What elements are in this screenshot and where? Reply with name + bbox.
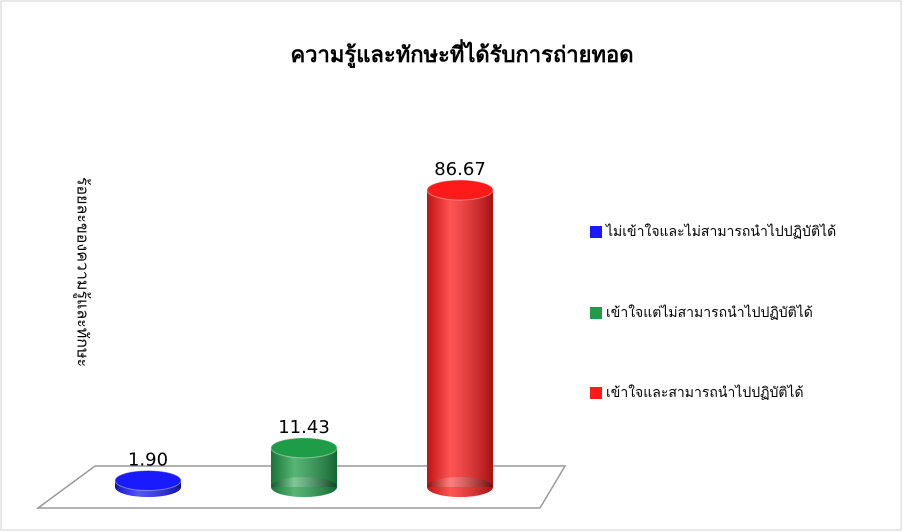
cylinder-top [426, 179, 494, 201]
bar-shade [427, 190, 493, 487]
y-axis-label: ร้อยละของความรู้และทักษะ [73, 177, 93, 367]
cylinder-top [270, 437, 338, 459]
cylinder-top [114, 469, 182, 491]
cylinder-bottom-shade [427, 477, 493, 497]
value-label: 1.90 [128, 449, 168, 470]
legend-label: เข้าใจแต่ไม่สามารถนำไปปฏิบัติได้ [606, 304, 813, 321]
legend-label: ไม่เข้าใจและไม่สามารถนำไปปฏิบัติได้ [605, 223, 836, 240]
value-label: 86.67 [434, 159, 486, 180]
value-label: 11.43 [278, 417, 330, 438]
legend-swatch [590, 226, 602, 238]
legend-swatch [590, 387, 602, 399]
chart-title: ความรู้และทักษะที่ได้รับการถ่ายทอด [290, 38, 633, 69]
legend-swatch [590, 307, 602, 319]
legend-label: เข้าใจและสามารถนำไปปฏิบัติได้ [606, 384, 804, 401]
cylinder-bottom-shade [271, 477, 337, 497]
